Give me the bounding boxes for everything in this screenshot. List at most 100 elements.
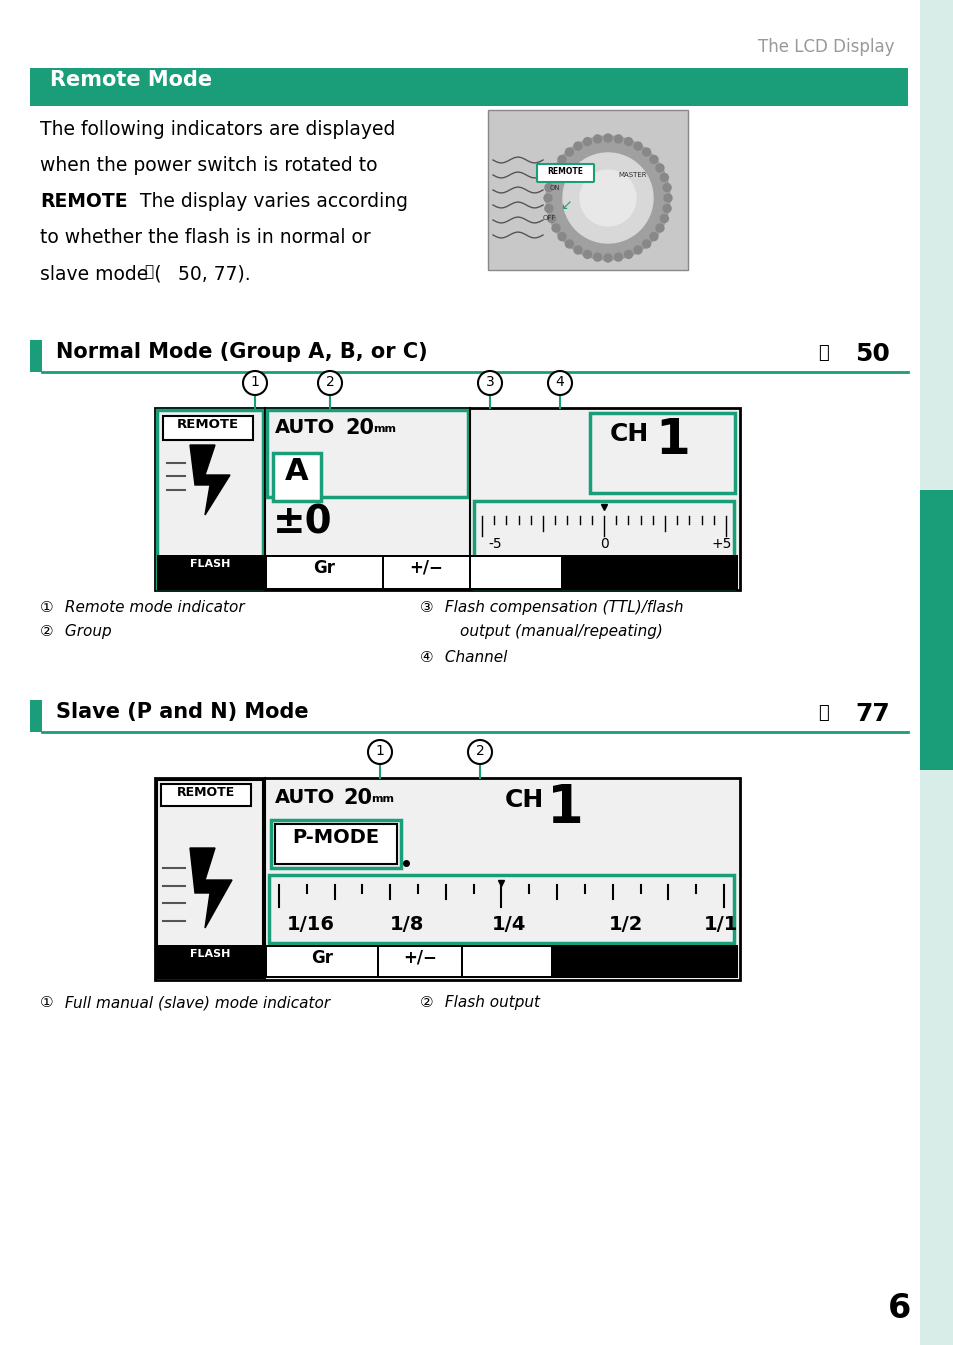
- Bar: [154, 777, 740, 981]
- Text: 1: 1: [546, 781, 583, 834]
- Text: 6: 6: [887, 1293, 911, 1325]
- Text: REMOTE: REMOTE: [176, 418, 239, 430]
- Circle shape: [583, 137, 591, 145]
- Text: ②: ②: [419, 995, 434, 1010]
- Text: mm: mm: [371, 794, 394, 804]
- Text: Introduction: Introduction: [929, 589, 943, 670]
- Text: to whether the flash is in normal or: to whether the flash is in normal or: [40, 229, 371, 247]
- Text: output (manual/repeating): output (manual/repeating): [459, 624, 662, 639]
- FancyBboxPatch shape: [537, 164, 594, 182]
- Text: The following indicators are displayed: The following indicators are displayed: [40, 120, 395, 139]
- FancyBboxPatch shape: [163, 416, 253, 440]
- Text: Channel: Channel: [439, 650, 507, 664]
- Bar: [462, 947, 551, 976]
- Text: FLASH: FLASH: [190, 560, 230, 569]
- Bar: [378, 947, 460, 976]
- Text: REMOTE: REMOTE: [176, 785, 234, 799]
- Text: 20: 20: [345, 418, 374, 438]
- Text: 1/8: 1/8: [390, 915, 424, 933]
- Circle shape: [662, 204, 670, 213]
- Circle shape: [603, 134, 612, 143]
- Bar: [30, 69, 907, 106]
- Circle shape: [574, 143, 581, 151]
- Text: Gr: Gr: [313, 560, 335, 577]
- Text: slave mode (: slave mode (: [40, 264, 161, 282]
- Circle shape: [659, 214, 668, 222]
- Text: 📖: 📖: [817, 703, 828, 722]
- Text: 📖: 📖: [817, 344, 828, 362]
- Text: Flash output: Flash output: [439, 995, 539, 1010]
- Circle shape: [593, 253, 601, 261]
- Circle shape: [368, 740, 392, 764]
- Text: 1/1: 1/1: [703, 915, 738, 933]
- FancyBboxPatch shape: [161, 784, 251, 806]
- Text: 1/4: 1/4: [491, 915, 525, 933]
- Circle shape: [649, 156, 658, 164]
- Bar: [154, 408, 740, 590]
- Text: ±0: ±0: [273, 503, 333, 541]
- Bar: [474, 500, 733, 588]
- Circle shape: [614, 253, 621, 261]
- Bar: [157, 410, 263, 588]
- Bar: [273, 453, 320, 500]
- Circle shape: [659, 174, 668, 182]
- Text: Full manual (slave) mode indicator: Full manual (slave) mode indicator: [60, 995, 330, 1010]
- Text: mm: mm: [373, 424, 395, 434]
- Text: Gr: Gr: [311, 950, 333, 967]
- Circle shape: [642, 148, 650, 156]
- Text: 2: 2: [325, 375, 334, 389]
- Circle shape: [243, 371, 267, 395]
- Text: 3: 3: [485, 375, 494, 389]
- Text: 1/2: 1/2: [608, 915, 642, 933]
- Bar: [919, 490, 953, 769]
- Text: when the power switch is rotated to: when the power switch is rotated to: [40, 156, 377, 175]
- Bar: [30, 699, 42, 732]
- Text: -5: -5: [488, 537, 501, 551]
- Text: 50: 50: [854, 342, 889, 366]
- Text: ③: ③: [419, 600, 434, 615]
- Bar: [267, 557, 381, 588]
- Bar: [267, 947, 376, 976]
- Text: ①: ①: [40, 995, 53, 1010]
- Text: ↙: ↙: [559, 198, 571, 213]
- Circle shape: [583, 250, 591, 258]
- Circle shape: [317, 371, 341, 395]
- Circle shape: [579, 169, 636, 226]
- Circle shape: [642, 239, 650, 247]
- Text: 📖: 📖: [144, 264, 153, 278]
- Text: AUTO: AUTO: [274, 418, 335, 437]
- Text: Slave (P and N) Mode: Slave (P and N) Mode: [56, 702, 309, 722]
- Circle shape: [634, 143, 641, 151]
- Circle shape: [656, 164, 663, 172]
- Bar: [267, 410, 468, 498]
- Circle shape: [656, 225, 663, 231]
- Text: 1: 1: [251, 375, 259, 389]
- Circle shape: [624, 137, 632, 145]
- Text: The LCD Display: The LCD Display: [758, 38, 894, 56]
- Bar: [589, 413, 734, 494]
- Text: 2: 2: [476, 744, 484, 759]
- Bar: [157, 555, 738, 590]
- Text: 50, 77).: 50, 77).: [172, 264, 251, 282]
- Circle shape: [624, 250, 632, 258]
- Text: FLASH: FLASH: [190, 950, 230, 959]
- Text: CH: CH: [609, 422, 649, 447]
- Text: P-MODE: P-MODE: [293, 829, 379, 847]
- Circle shape: [662, 183, 670, 191]
- Text: 20: 20: [343, 788, 372, 808]
- Text: Flash compensation (TTL)/flash: Flash compensation (TTL)/flash: [439, 600, 682, 615]
- Text: Normal Mode (Group A, B, or C): Normal Mode (Group A, B, or C): [56, 342, 427, 362]
- Text: ④: ④: [419, 650, 434, 664]
- Circle shape: [547, 174, 555, 182]
- Circle shape: [634, 246, 641, 254]
- Text: OFF: OFF: [542, 215, 556, 221]
- Circle shape: [547, 214, 555, 222]
- Text: ①: ①: [40, 600, 53, 615]
- Text: 4: 4: [555, 375, 564, 389]
- Circle shape: [574, 246, 581, 254]
- Text: ON: ON: [550, 186, 560, 191]
- Text: ②: ②: [40, 624, 53, 639]
- Circle shape: [552, 225, 559, 231]
- Text: REMOTE: REMOTE: [40, 192, 128, 211]
- Text: MASTER: MASTER: [618, 172, 646, 178]
